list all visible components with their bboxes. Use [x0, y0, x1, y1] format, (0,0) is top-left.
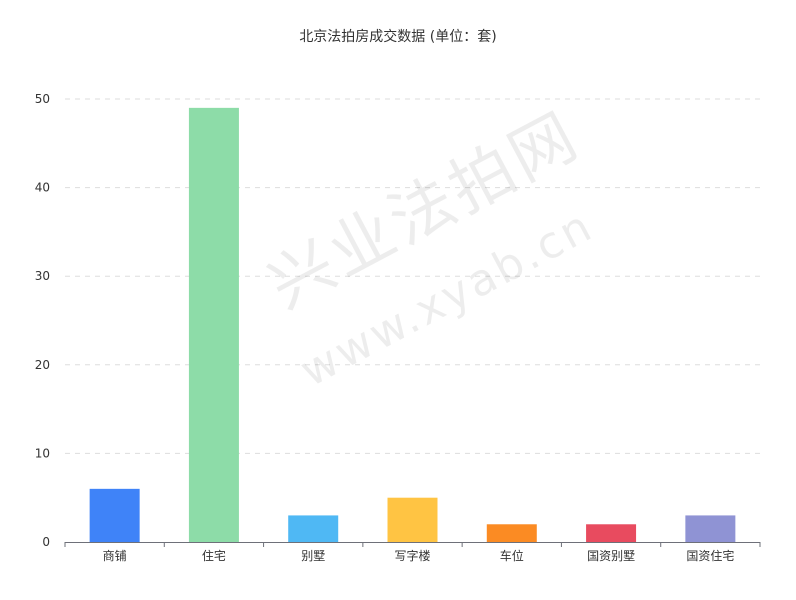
bar-4[interactable] [486, 524, 537, 542]
y-tick-label: 50 [35, 92, 50, 106]
bars [89, 107, 736, 543]
bar-3[interactable] [387, 497, 438, 542]
bar-2[interactable] [288, 515, 339, 542]
x-tick-label: 车位 [500, 548, 524, 563]
bar-0[interactable] [89, 488, 140, 542]
y-tick-label: 0 [42, 535, 50, 549]
x-tick-label: 写字楼 [394, 548, 430, 563]
chart-title: 北京法拍房成交数据 (单位：套) [299, 29, 497, 45]
y-tick-label: 40 [35, 181, 50, 195]
grid-lines [65, 98, 760, 454]
x-tick-label: 国资别墅 [587, 549, 635, 563]
x-axis [64, 542, 761, 547]
bar-5[interactable] [586, 524, 637, 542]
x-tick-label: 国资住宅 [686, 548, 734, 563]
y-axis-ticks: 0 10 20 30 40 50 [35, 92, 50, 549]
x-tick-label: 住宅 [202, 548, 226, 563]
bar-1[interactable] [188, 107, 239, 543]
y-tick-label: 30 [35, 269, 50, 283]
x-tick-label: 别墅 [301, 549, 325, 563]
x-tick-label: 商铺 [103, 548, 127, 563]
x-axis-labels: 商铺 住宅 别墅 写字楼 车位 国资别墅 国资住宅 [103, 548, 735, 563]
bar-6[interactable] [685, 515, 736, 542]
y-tick-label: 20 [35, 358, 50, 372]
y-tick-label: 10 [35, 446, 50, 460]
